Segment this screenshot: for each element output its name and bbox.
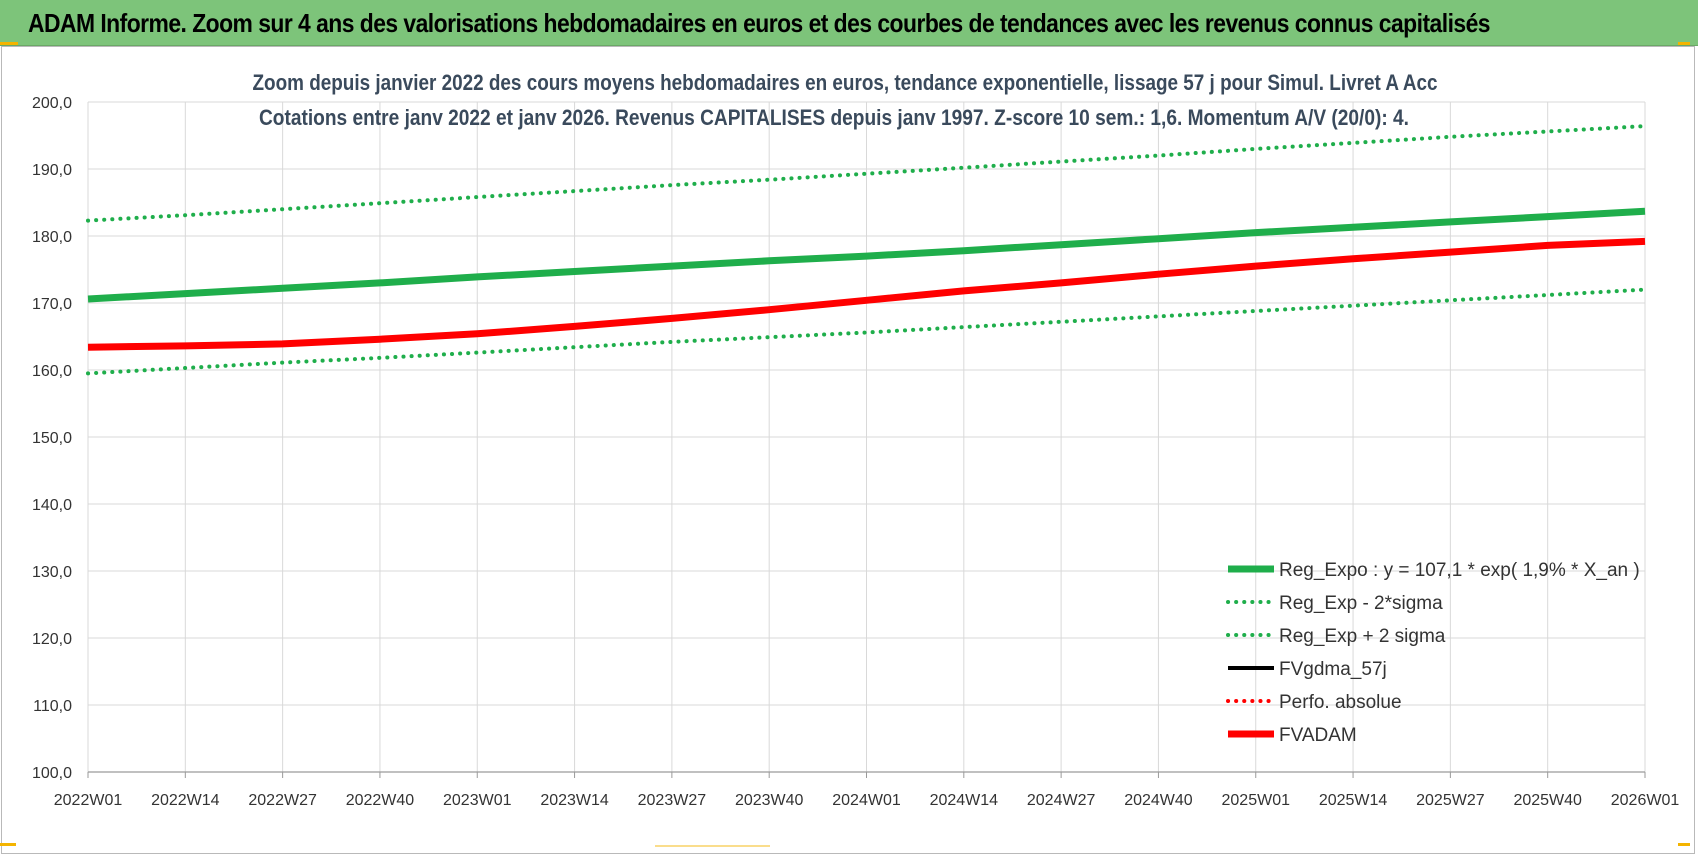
series-line-5	[87, 237, 1646, 351]
corner-accent-top-right	[1678, 42, 1690, 45]
x-tick-label: 2023W14	[540, 792, 609, 809]
y-tick-label: 190,0	[32, 162, 72, 179]
x-tick-label: 2025W40	[1513, 792, 1582, 809]
corner-accent-bottom-left	[0, 843, 16, 846]
y-tick-label: 170,0	[32, 296, 72, 313]
series-line-0	[87, 207, 1646, 303]
chart-frame	[1, 46, 1695, 854]
x-tick-label: 2024W40	[1124, 792, 1193, 809]
x-tick-label: 2024W01	[832, 792, 901, 809]
x-tick-label: 2025W14	[1319, 792, 1388, 809]
y-tick-label: 130,0	[32, 564, 72, 581]
series-line-1	[86, 287, 1647, 376]
x-tick-label: 2023W01	[443, 792, 512, 809]
x-tick-label: 2023W27	[638, 792, 707, 809]
legend-label: FVADAM	[1279, 725, 1357, 746]
y-tick-label: 140,0	[32, 497, 72, 514]
chart-title: Zoom depuis janvier 2022 des cours moyen…	[253, 70, 1438, 130]
x-tick-label: 2025W01	[1222, 792, 1291, 809]
grid	[87, 101, 1646, 773]
x-tick-label: 2022W14	[151, 792, 220, 809]
x-tick-label: 2026W01	[1611, 792, 1680, 809]
corner-accent-bottom-right	[1678, 843, 1690, 846]
chart-title-line-2: Cotations entre janv 2022 et janv 2026. …	[259, 105, 1409, 130]
y-tick-label: 200,0	[32, 95, 72, 112]
x-tick-label: 2025W27	[1416, 792, 1485, 809]
y-tick-label: 180,0	[32, 229, 72, 246]
x-tick-label: 2022W01	[54, 792, 123, 809]
legend-label: Reg_Exp - 2*sigma	[1279, 593, 1443, 614]
x-tick-label: 2022W40	[346, 792, 415, 809]
chart-title-line-1: Zoom depuis janvier 2022 des cours moyen…	[253, 70, 1438, 95]
y-tick-label: 100,0	[32, 765, 72, 782]
x-tick-label: 2024W14	[930, 792, 999, 809]
legend-label: Perfo. absolue	[1279, 692, 1402, 713]
y-tick-label: 120,0	[32, 631, 72, 648]
axes: 100,0 110,0 120,0 130,0 140,0 150,0 160,0 170,0…	[32, 95, 1679, 809]
legend: Reg_Expo : y = 107,1 * exp( 1,9% * X_an …	[1226, 560, 1640, 746]
legend-label: Reg_Expo : y = 107,1 * exp( 1,9% * X_an …	[1279, 560, 1640, 581]
y-tick-label: 160,0	[32, 363, 72, 380]
report-title: ADAM Informe. Zoom sur 4 ans des valoris…	[28, 8, 1491, 38]
series-lines	[86, 124, 1647, 376]
corner-accent-bottom-center	[655, 845, 770, 847]
series-line-2	[86, 124, 1647, 223]
legend-label: FVgdma_57j	[1279, 659, 1387, 680]
y-tick-label: 110,0	[33, 698, 72, 715]
corner-accent-top-left	[0, 42, 18, 45]
x-tick-label: 2022W27	[248, 792, 317, 809]
legend-label: Reg_Exp + 2 sigma	[1279, 626, 1446, 647]
report-banner: ADAM Informe. Zoom sur 4 ans des valoris…	[0, 0, 1698, 46]
y-tick-label: 150,0	[32, 430, 72, 447]
x-tick-label: 2023W40	[735, 792, 804, 809]
x-tick-label: 2024W27	[1027, 792, 1096, 809]
